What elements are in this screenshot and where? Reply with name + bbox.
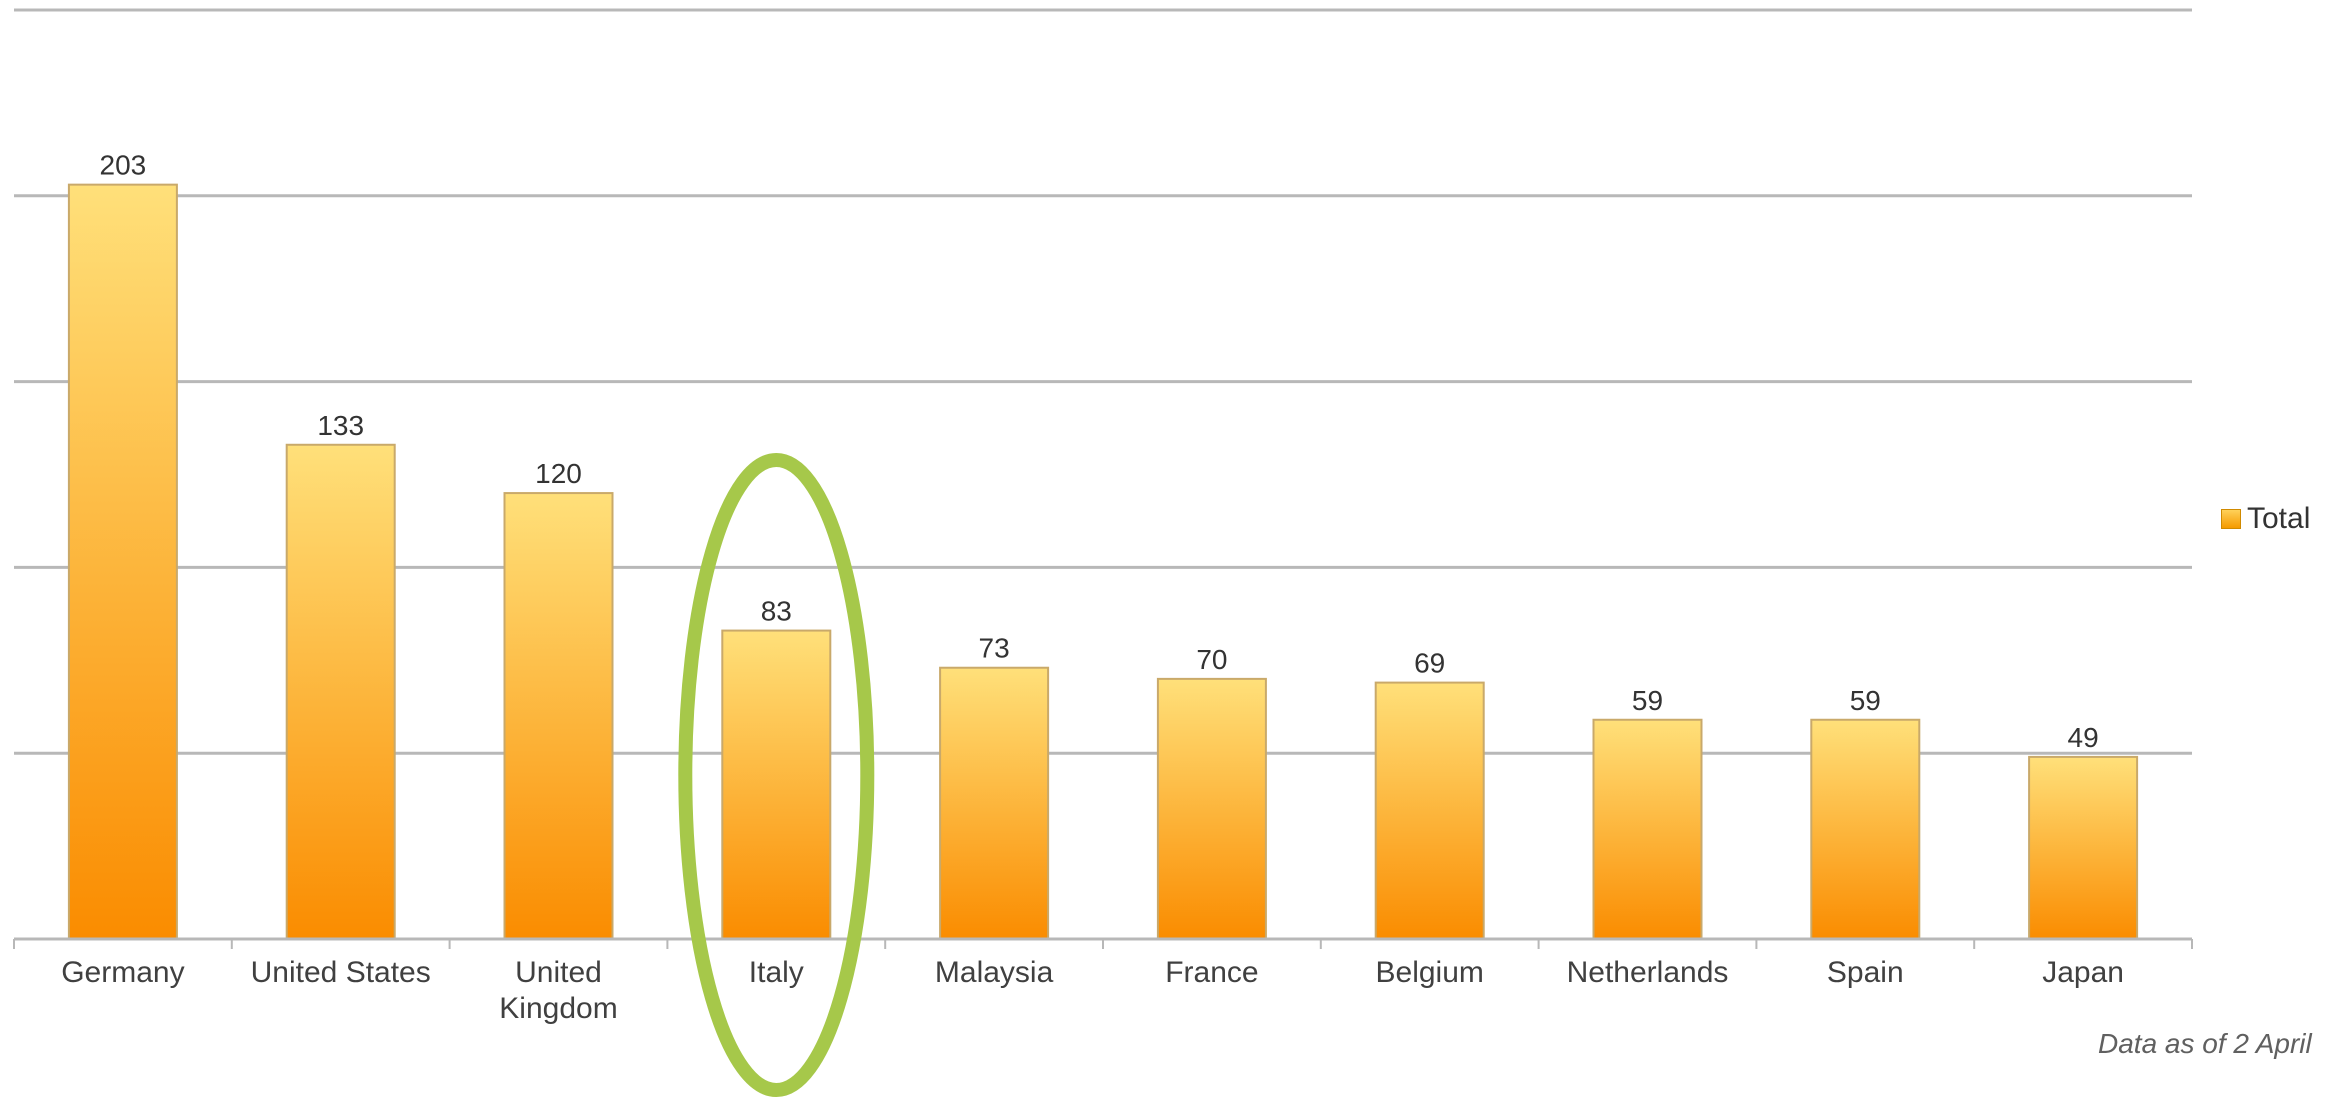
x-tick-label-line: Japan (2042, 956, 2124, 989)
data-label: 59 (1632, 685, 1663, 716)
data-label: 69 (1414, 648, 1445, 679)
x-tick-label-line: Italy (749, 956, 804, 989)
x-axis: Germany United States United Kingdom Italy Ma… (13, 937, 2193, 1025)
data-label: 49 (2068, 722, 2099, 753)
x-tick-label: Italy (749, 956, 804, 989)
x-tick-label: Japan (2042, 956, 2124, 989)
x-tick-label: France (1165, 956, 1258, 989)
legend: Total (2221, 502, 2310, 536)
x-tick-label-line: Belgium (1376, 956, 1484, 989)
x-tick-label-line: Spain (1827, 956, 1904, 989)
bars (67, 183, 2139, 941)
data-label: 203 (100, 150, 147, 181)
bar-netherlands (1592, 718, 1703, 940)
x-tick-label-line: United States (251, 956, 431, 989)
data-label: 120 (535, 458, 582, 489)
data-labels: 203 133 120 83 73 70 69 59 59 49 (100, 150, 2099, 753)
x-tick-label-line: Netherlands (1567, 956, 1729, 989)
data-label: 83 (761, 596, 792, 627)
bar-belgium (1374, 681, 1485, 940)
bar-germany (67, 183, 178, 941)
data-label: 59 (1850, 685, 1881, 716)
x-tick-label-line: France (1165, 956, 1258, 989)
x-tick-label-line: Kingdom (499, 992, 617, 1025)
bar-united-states (285, 443, 396, 940)
bar-france (1156, 677, 1267, 940)
highlight-annotations (678, 453, 875, 1097)
x-tick-label: Germany (61, 956, 184, 989)
x-tick-label: United Kingdom (499, 956, 617, 1025)
x-tick-label: Spain (1827, 956, 1904, 989)
bar-italy (721, 629, 832, 941)
x-tick-label-line: Malaysia (935, 956, 1054, 989)
data-date-note: Data as of 2 April (2098, 1028, 2312, 1059)
data-label: 73 (979, 633, 1010, 664)
bar-malaysia (939, 666, 1050, 940)
legend-label-total: Total (2247, 502, 2311, 535)
x-tick-label: Malaysia (935, 956, 1054, 989)
data-label: 133 (317, 410, 364, 441)
highlight-ellipse (678, 453, 875, 1097)
x-tick-label: Netherlands (1567, 956, 1729, 989)
x-tick-label-line: Germany (61, 956, 184, 989)
x-tick-label-line: United (515, 956, 602, 989)
x-tick-label: United States (251, 956, 431, 989)
legend-swatch-total (2221, 509, 2241, 529)
data-label: 70 (1196, 644, 1227, 675)
bar-spain (1810, 718, 1921, 940)
bar-japan (2028, 755, 2139, 941)
x-tick-label: Belgium (1376, 956, 1484, 989)
bar-united-kingdom (503, 492, 614, 940)
